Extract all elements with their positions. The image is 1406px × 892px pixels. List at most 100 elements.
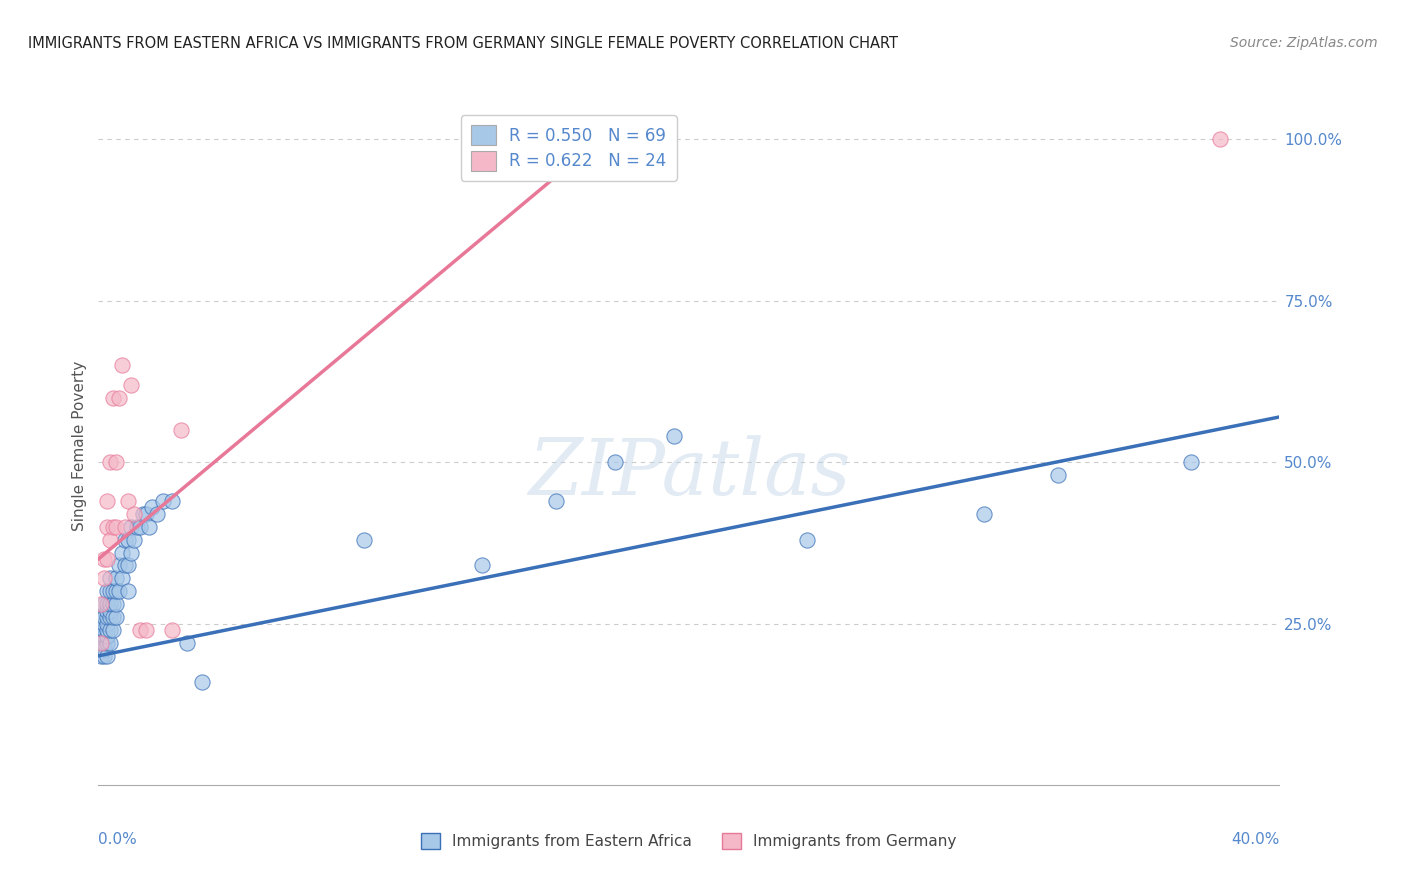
Point	[135, 623, 157, 637]
Point	[117, 584, 139, 599]
Point	[105, 519, 128, 533]
Point	[111, 545, 134, 559]
Point	[125, 519, 148, 533]
Point	[93, 642, 115, 657]
Point	[132, 507, 155, 521]
Point	[105, 597, 128, 611]
Point	[546, 494, 568, 508]
Point	[96, 604, 118, 618]
Point	[93, 616, 115, 631]
Point	[162, 494, 183, 508]
Point	[135, 507, 157, 521]
Point	[103, 623, 125, 637]
Legend: R = 0.550   N = 69, R = 0.622   N = 24: R = 0.550 N = 69, R = 0.622 N = 24	[461, 115, 676, 180]
Point	[103, 519, 125, 533]
Point	[138, 519, 160, 533]
Point	[96, 552, 118, 566]
Point	[796, 533, 818, 547]
Point	[96, 648, 118, 663]
Point	[120, 519, 142, 533]
Text: ZIPatlas: ZIPatlas	[527, 435, 851, 511]
Y-axis label: Single Female Poverty: Single Female Poverty	[72, 361, 87, 531]
Point	[664, 429, 686, 443]
Point	[108, 584, 131, 599]
Point	[96, 584, 118, 599]
Point	[152, 494, 174, 508]
Point	[98, 597, 121, 611]
Point	[90, 623, 112, 637]
Point	[117, 558, 139, 573]
Point	[1046, 468, 1070, 483]
Point	[103, 597, 125, 611]
Point	[98, 623, 121, 637]
Point	[122, 533, 145, 547]
Point	[471, 558, 494, 573]
Text: Source: ZipAtlas.com: Source: ZipAtlas.com	[1230, 36, 1378, 50]
Point	[162, 623, 183, 637]
Point	[98, 584, 121, 599]
Point	[117, 533, 139, 547]
Point	[90, 636, 112, 650]
Text: 0.0%: 0.0%	[98, 832, 138, 847]
Point	[170, 423, 193, 437]
Point	[105, 455, 128, 469]
Point	[105, 610, 128, 624]
Point	[120, 377, 142, 392]
Point	[108, 558, 131, 573]
Point	[103, 584, 125, 599]
Point	[90, 630, 112, 644]
Point	[103, 391, 125, 405]
Point	[98, 610, 121, 624]
Point	[98, 571, 121, 585]
Point	[90, 610, 112, 624]
Point	[98, 636, 121, 650]
Point	[111, 359, 134, 373]
Point	[114, 533, 136, 547]
Point	[353, 533, 375, 547]
Point	[93, 571, 115, 585]
Point	[90, 636, 112, 650]
Point	[114, 519, 136, 533]
Point	[191, 674, 214, 689]
Point	[114, 558, 136, 573]
Point	[605, 455, 627, 469]
Point	[96, 610, 118, 624]
Point	[90, 648, 112, 663]
Point	[973, 507, 995, 521]
Point	[93, 623, 115, 637]
Point	[96, 494, 118, 508]
Point	[120, 545, 142, 559]
Point	[1180, 455, 1202, 469]
Point	[128, 623, 150, 637]
Point	[96, 630, 118, 644]
Text: IMMIGRANTS FROM EASTERN AFRICA VS IMMIGRANTS FROM GERMANY SINGLE FEMALE POVERTY : IMMIGRANTS FROM EASTERN AFRICA VS IMMIGR…	[28, 36, 898, 51]
Point	[93, 610, 115, 624]
Point	[98, 604, 121, 618]
Text: 40.0%: 40.0%	[1232, 832, 1279, 847]
Point	[111, 571, 134, 585]
Point	[90, 597, 112, 611]
Point	[141, 500, 163, 515]
Point	[117, 494, 139, 508]
Point	[96, 597, 118, 611]
Point	[176, 636, 198, 650]
Point	[98, 533, 121, 547]
Point	[96, 623, 118, 637]
Point	[96, 636, 118, 650]
Point	[93, 597, 115, 611]
Point	[108, 391, 131, 405]
Point	[93, 630, 115, 644]
Point	[93, 636, 115, 650]
Point	[128, 519, 150, 533]
Point	[96, 519, 118, 533]
Point	[105, 571, 128, 585]
Point	[103, 610, 125, 624]
Point	[96, 616, 118, 631]
Point	[105, 584, 128, 599]
Point	[93, 648, 115, 663]
Point	[1209, 132, 1232, 146]
Point	[98, 455, 121, 469]
Point	[122, 507, 145, 521]
Point	[146, 507, 169, 521]
Point	[93, 552, 115, 566]
